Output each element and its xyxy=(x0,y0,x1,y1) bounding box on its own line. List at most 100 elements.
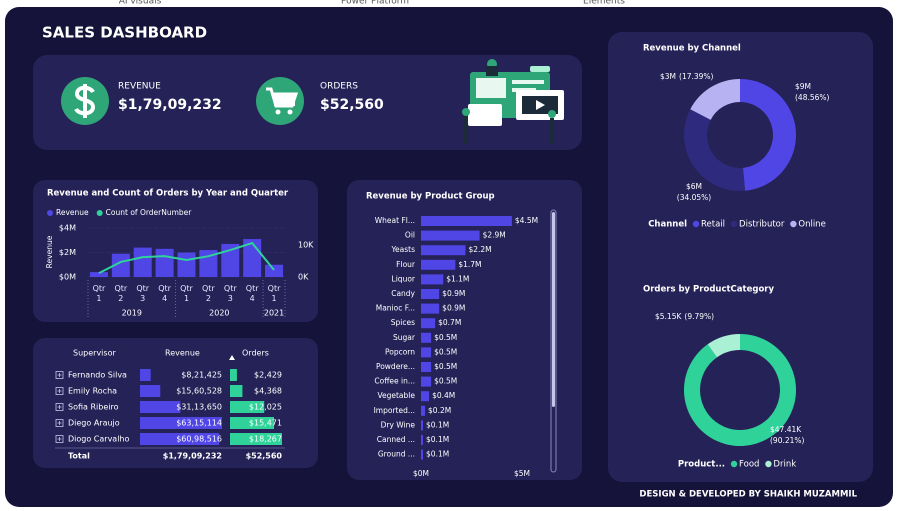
revenue-bar xyxy=(140,385,161,397)
chart-title: Revenue and Count of Orders by Year and … xyxy=(47,189,289,199)
amount-label: $47.41K xyxy=(770,425,802,434)
chart-title: Revenue by Channel xyxy=(643,44,741,54)
cart-wheel xyxy=(275,109,281,115)
bar xyxy=(421,405,426,416)
bar xyxy=(421,376,432,387)
dollar-glyph xyxy=(74,84,96,118)
bar xyxy=(421,449,424,460)
orders-cell: $12,025 xyxy=(249,403,282,412)
bar xyxy=(421,362,432,372)
revenue-cell: $31,13,650 xyxy=(176,403,222,412)
data-label: (48.56%) xyxy=(795,93,830,102)
expand-plus xyxy=(57,405,62,409)
expand-plus xyxy=(57,437,62,441)
dashboard-title: SALES DASHBOARD xyxy=(42,24,207,42)
data-label: $0.1M xyxy=(426,435,449,444)
amount-label: $3M xyxy=(660,72,676,81)
bar xyxy=(421,216,512,226)
x-tick-label: Qtr 2 xyxy=(114,284,128,303)
column-header: Orders xyxy=(242,349,269,358)
y-tick-label: Yeasts xyxy=(390,245,415,254)
column-header: Supervisor xyxy=(73,349,116,358)
orders-bar xyxy=(230,369,237,381)
expand-icon xyxy=(55,403,64,411)
expand-icon xyxy=(55,419,64,427)
bar xyxy=(421,435,424,445)
kpi-label: REVENUE xyxy=(118,82,161,92)
expand-plus xyxy=(57,389,62,393)
supervisor-name: Fernando Silva xyxy=(68,371,127,380)
data-label: $0.5M xyxy=(434,377,457,386)
data-label: $2.9M xyxy=(483,231,506,240)
legend-label: Revenue xyxy=(56,208,89,217)
total-orders: $52,560 xyxy=(246,452,283,461)
expand-plus xyxy=(57,373,62,377)
orders-cell: $2,429 xyxy=(254,371,282,380)
revenue-bar xyxy=(140,417,222,429)
revenue-cell: $15,60,528 xyxy=(176,387,222,396)
total-revenue: $1,79,09,232 xyxy=(163,452,222,461)
bar xyxy=(421,318,436,329)
data-label: (34.05%) xyxy=(677,193,712,202)
data-label: $1.1M xyxy=(446,274,469,283)
x-tick-label: Qtr 4 xyxy=(158,284,171,303)
legend-label: Retail xyxy=(701,220,725,230)
bar xyxy=(111,253,130,277)
y-tick-label: Imported... xyxy=(374,406,415,415)
bar xyxy=(421,259,456,270)
legend-label: Drink xyxy=(773,460,796,470)
donut-slice xyxy=(683,109,746,192)
orders-bar xyxy=(230,385,243,397)
y2-tick-label: 0K xyxy=(298,273,309,282)
x-tick-label: Qtr 3 xyxy=(136,284,150,303)
legend-marker xyxy=(47,210,53,216)
donut-slice xyxy=(740,79,797,191)
revenue-cell: $60,98,516 xyxy=(176,435,222,444)
bar xyxy=(421,245,466,256)
donut-slice xyxy=(707,334,740,358)
y-tick-label: Wheat Fl... xyxy=(375,216,415,225)
data-label: $0.2M xyxy=(428,406,451,415)
expand-icon xyxy=(55,435,64,443)
x-tick-label: Qtr 4 xyxy=(245,284,259,303)
legend-label: Count of OrderNumber xyxy=(106,208,193,217)
bar xyxy=(421,420,424,431)
sort-arrow xyxy=(229,355,235,360)
y-tick-label: Manioc F... xyxy=(376,304,415,313)
data-label: (90.21%) xyxy=(770,436,805,445)
legend-label: Online xyxy=(798,220,825,230)
data-label: (9.79%) xyxy=(684,312,714,321)
legend-marker xyxy=(692,220,700,228)
total-label: Total xyxy=(68,452,90,461)
combo-panel xyxy=(33,180,318,322)
x-group-label: 2021 xyxy=(264,309,284,318)
bar xyxy=(265,264,284,277)
tab-label: Elements xyxy=(583,0,625,7)
y-tick-label: Ground ... xyxy=(378,450,415,459)
y-tick-label: Powdere... xyxy=(376,362,415,371)
bar xyxy=(421,391,430,402)
revenue-bar xyxy=(140,433,220,445)
revenue-bar xyxy=(140,369,151,381)
bar xyxy=(155,248,174,277)
chart-title: Revenue by Product Group xyxy=(366,192,495,202)
x-tick-label: Qtr 1 xyxy=(180,284,193,303)
bar xyxy=(89,272,108,277)
data-label: $0.9M xyxy=(442,289,465,298)
y-tick-label: Candy xyxy=(391,289,415,298)
expand-icon xyxy=(55,371,64,379)
legend-title: Product... xyxy=(678,460,725,470)
line xyxy=(98,241,275,275)
bar xyxy=(421,230,480,241)
tab-label: AI visuals xyxy=(119,0,162,7)
y-tick-label: Popcorn xyxy=(385,347,415,356)
data-label: $0.5M xyxy=(434,362,457,371)
orders-bar xyxy=(230,433,282,445)
x-tick-label: $5M xyxy=(514,469,530,478)
revenue-cell: $63,15,114 xyxy=(176,419,222,428)
orders-bar xyxy=(230,417,275,429)
y-tick-label: Canned ... xyxy=(377,435,415,444)
legend-label: Distributor xyxy=(739,220,785,230)
product-panel xyxy=(347,180,582,480)
